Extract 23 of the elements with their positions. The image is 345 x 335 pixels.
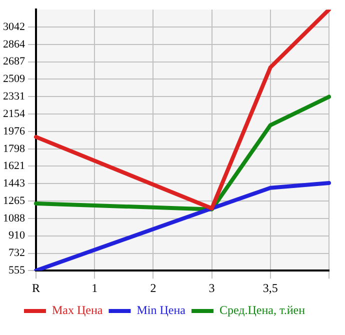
y-tick-label: 910 <box>8 230 26 242</box>
y-tick-label: 3042 <box>3 20 25 33</box>
y-tick-label: 1443 <box>3 178 26 190</box>
y-tick-label: 555 <box>8 264 26 276</box>
legend-label: Min Цена <box>136 303 186 318</box>
y-tick-label: 1798 <box>3 142 26 155</box>
x-tick-label: 1 <box>92 280 98 295</box>
y-tick-label: 1088 <box>3 212 26 224</box>
y-tick-label: 2331 <box>3 90 25 103</box>
y-tick-label: 2864 <box>3 38 26 50</box>
x-tick-label: R <box>32 280 40 295</box>
y-tick-label: 1265 <box>3 194 26 207</box>
y-tick-label: 2509 <box>3 73 26 86</box>
y-tick-label: 2154 <box>3 108 26 120</box>
y-tick-label: 2687 <box>3 56 26 68</box>
x-tick-label: 2 <box>150 280 156 295</box>
x-tick-label: 3 <box>208 280 215 295</box>
legend-label: Сред.Цена, т.йен <box>219 303 306 318</box>
x-tick-label: 3,5 <box>262 280 278 295</box>
y-tick-label: 1976 <box>3 125 26 138</box>
y-tick-label: 732 <box>8 247 25 260</box>
y-tick-label: 1621 <box>3 160 25 172</box>
legend-label: Max Цена <box>52 303 104 318</box>
